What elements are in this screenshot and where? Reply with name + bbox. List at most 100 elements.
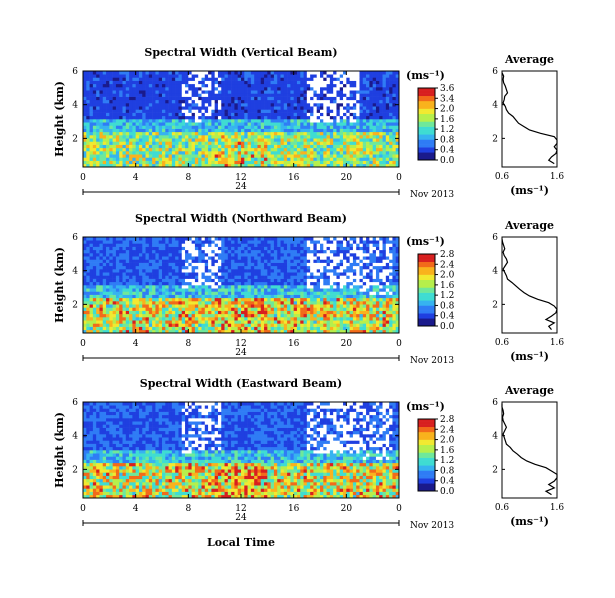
heatmap-cell [320, 77, 324, 81]
heatmap-cell [171, 128, 176, 133]
heatmap-cell [343, 320, 347, 324]
heatmap-cell [395, 77, 400, 81]
heatmap-cell [198, 297, 202, 302]
heatmap-cell [191, 163, 196, 168]
heatmap-cell [267, 269, 271, 273]
heatmap-cell [250, 80, 255, 85]
heatmap-cell [267, 323, 271, 327]
heatmap-cell [392, 147, 397, 152]
heatmap-cell [270, 87, 275, 91]
heatmap-cell [145, 144, 150, 149]
heatmap-cell [352, 77, 357, 81]
heatmap-cell [119, 294, 123, 299]
heatmap-cell [92, 144, 97, 149]
heatmap-cell [142, 99, 146, 104]
heatmap-cell [109, 74, 113, 78]
heatmap-cell [283, 87, 288, 91]
heatmap-cell [234, 160, 239, 165]
heatmap-cell [217, 115, 222, 120]
heatmap-cell [329, 278, 334, 283]
heatmap-cell [326, 93, 331, 97]
heatmap-cell [283, 275, 288, 279]
heatmap-cell [92, 128, 97, 133]
heatmap-cell [336, 275, 341, 279]
heatmap-cell [366, 93, 370, 97]
heatmap-cell [369, 154, 373, 158]
heatmap-cell [310, 278, 314, 283]
heatmap-cell [385, 80, 390, 85]
heatmap-cell [181, 323, 186, 327]
heatmap-cell [234, 90, 239, 94]
heatmap-cell [237, 297, 242, 302]
heatmap-cell [316, 77, 321, 81]
heatmap-cell [191, 80, 196, 85]
heatmap-cell [372, 291, 377, 295]
heatmap-cell [86, 326, 90, 331]
heatmap-cell [257, 275, 262, 279]
heatmap-cell [227, 93, 232, 97]
heatmap-cell [122, 96, 127, 101]
heatmap-cell [165, 269, 169, 273]
heatmap-cell [152, 160, 156, 165]
heatmap-cell [119, 96, 123, 101]
heatmap-cell [115, 288, 120, 292]
heatmap-cell [303, 265, 308, 270]
heatmap-cell [392, 131, 397, 136]
heatmap-cell [86, 93, 90, 97]
heatmap-cell [86, 138, 90, 142]
heatmap-cell [96, 87, 100, 91]
heatmap-cell [283, 294, 288, 299]
heatmap-cell [329, 103, 334, 107]
heatmap-cell [379, 80, 383, 85]
heatmap-cell [109, 99, 113, 104]
heatmap-cell [313, 288, 318, 292]
heatmap-cell [241, 310, 245, 315]
heatmap-cell [155, 265, 160, 270]
heatmap-cell [175, 297, 179, 302]
heatmap-cell [165, 122, 169, 126]
heatmap-cell [273, 160, 278, 165]
heatmap-cell [188, 74, 192, 78]
heatmap-cell [372, 106, 377, 110]
heatmap-cell [112, 151, 117, 155]
heatmap-cell [346, 147, 350, 152]
heatmap-cell [99, 135, 104, 139]
heatmap-cell [211, 288, 215, 292]
heatmap-cell [135, 135, 140, 139]
heatmap-cell [247, 77, 252, 81]
heatmap-cell [395, 301, 400, 305]
heatmap-cell [250, 131, 255, 136]
heatmap-cell [102, 329, 107, 334]
heatmap-cell [306, 285, 311, 289]
heatmap-cell [385, 147, 390, 152]
heatmap-cell [89, 320, 94, 324]
heatmap-cell [112, 310, 117, 315]
heatmap-cell [287, 307, 291, 311]
heatmap-cell [257, 313, 262, 318]
heatmap-cell [375, 151, 380, 155]
heatmap-cell [168, 163, 173, 168]
heatmap-cell [198, 128, 202, 133]
heatmap-cell [171, 320, 176, 324]
heatmap-cell [201, 281, 206, 286]
heatmap-cell [382, 74, 387, 78]
heatmap-cell [237, 291, 242, 295]
heatmap-cell [323, 326, 327, 331]
heatmap-cell [277, 109, 281, 113]
x-tick-label: 0 [80, 173, 86, 183]
heatmap-cell [89, 265, 94, 270]
heatmap-cell [277, 310, 281, 315]
heatmap-cell [201, 320, 206, 324]
heatmap-cell [290, 281, 294, 286]
heatmap-cell [244, 265, 248, 270]
heatmap-cell [115, 103, 120, 107]
heatmap-cell [244, 109, 248, 113]
heatmap-cell [214, 285, 219, 289]
heatmap-cell [99, 301, 104, 305]
heatmap-cell [106, 77, 110, 81]
colorbar-tick-label: 0.8 [440, 135, 455, 145]
heatmap-cell [313, 310, 318, 315]
heatmap-cell [303, 154, 308, 158]
heatmap-cell [227, 272, 232, 276]
heatmap-cell [208, 74, 212, 78]
